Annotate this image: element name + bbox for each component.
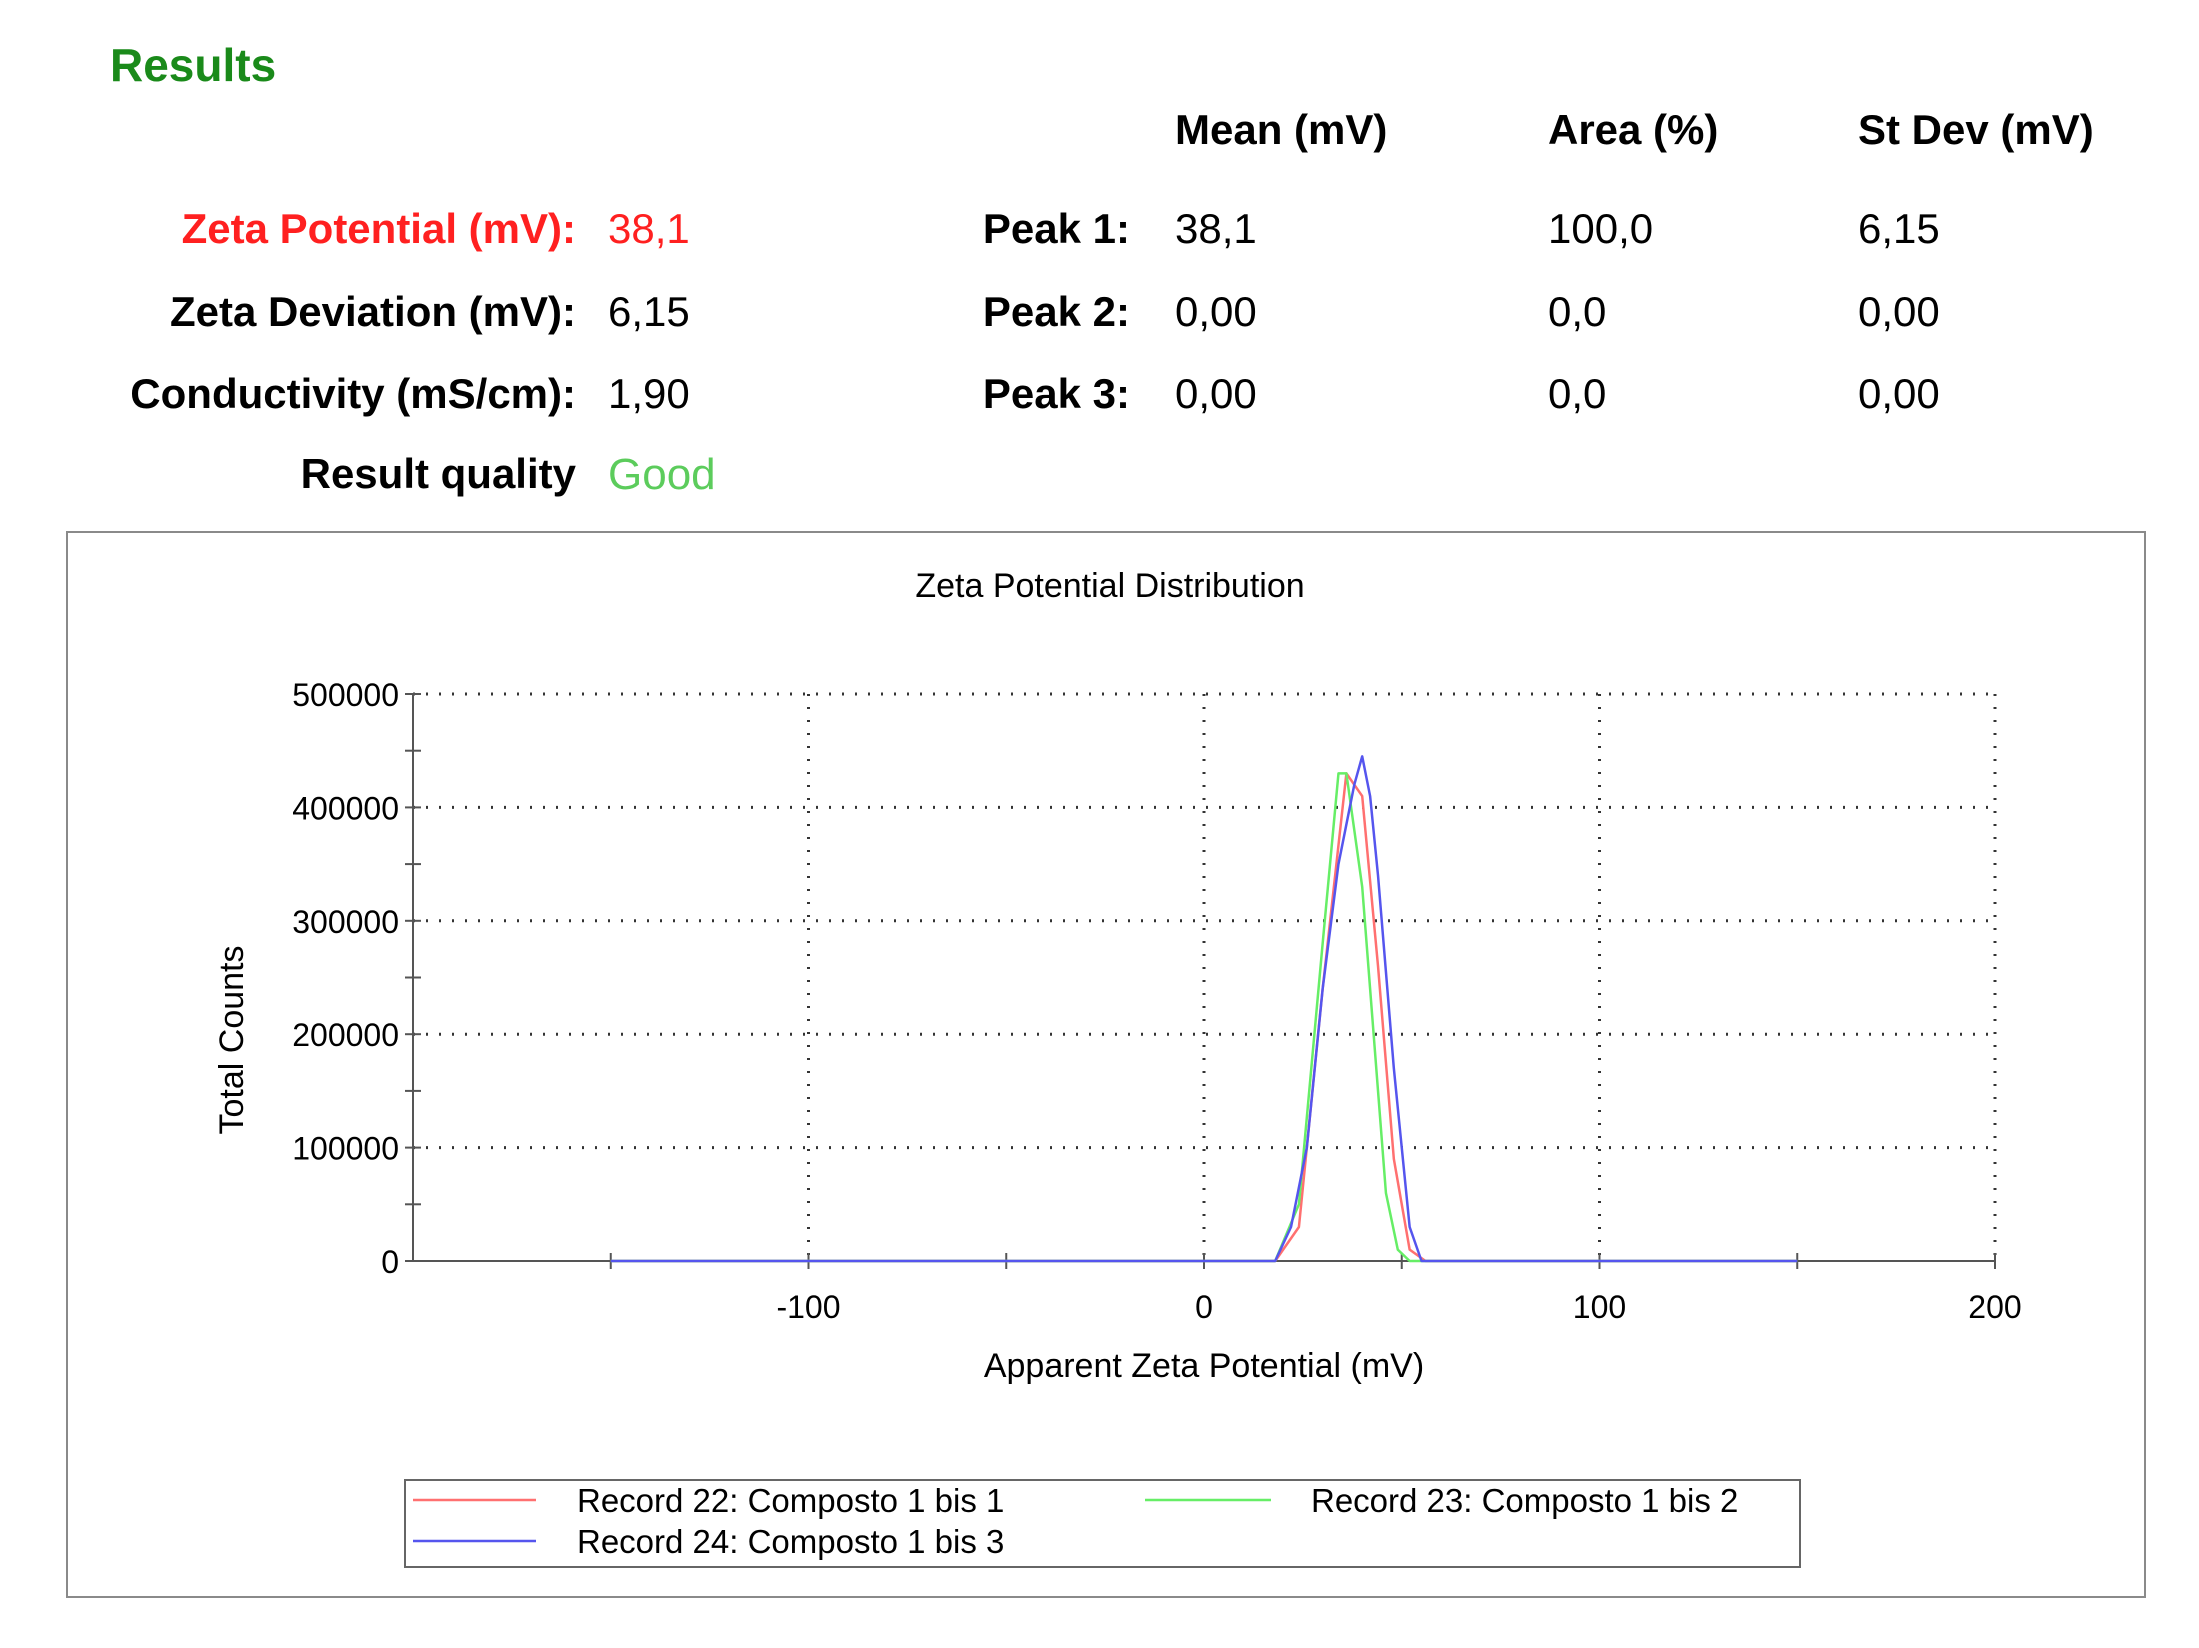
peak-1-mean: 38,1 <box>1175 205 1257 252</box>
legend-label: Record 23: Composto 1 bis 2 <box>1311 1482 1738 1519</box>
y-tick-label: 0 <box>381 1244 399 1280</box>
x-tick-label: 100 <box>1573 1289 1626 1325</box>
result-quality-label: Result quality <box>300 450 576 497</box>
zeta-deviation-value: 6,15 <box>608 288 690 335</box>
x-tick-label: 200 <box>1968 1289 2021 1325</box>
conductivity-label: Conductivity (mS/cm): <box>130 370 576 417</box>
peak-1-label: Peak 1: <box>982 205 1130 252</box>
zeta-potential-value: 38,1 <box>608 205 690 252</box>
peak-1-area: 100,0 <box>1548 205 1654 252</box>
series-line-3 <box>610 755 1798 1263</box>
y-tick-label: 300000 <box>292 904 399 940</box>
result-quality-value: Good <box>608 450 716 499</box>
x-tick-label: 0 <box>1195 1289 1213 1325</box>
mean-header: Mean (mV) <box>1175 106 1388 153</box>
chart-frame <box>66 531 2146 1598</box>
y-tick-label: 400000 <box>292 790 399 826</box>
peak-2-stdev: 0,00 <box>1858 288 1940 335</box>
results-title: Results <box>110 39 277 91</box>
x-axis-label: Apparent Zeta Potential (mV) <box>984 1347 1424 1385</box>
chart-title: Zeta Potential Distribution <box>915 567 1304 605</box>
legend-label: Record 24: Composto 1 bis 3 <box>577 1523 1004 1560</box>
peak-2-label: Peak 2: <box>982 288 1130 335</box>
series-line-2 <box>610 772 1798 1263</box>
y-tick-label: 200000 <box>292 1017 399 1053</box>
y-tick-label: 100000 <box>292 1131 399 1167</box>
stdev-header: St Dev (mV) <box>1858 106 2094 153</box>
peak-3-label: Peak 3: <box>982 370 1130 417</box>
series-line-1 <box>610 772 1798 1263</box>
x-tick-label: -100 <box>776 1289 840 1325</box>
peak-3-mean: 0,00 <box>1175 370 1257 417</box>
zeta-potential-label: Zeta Potential (mV): <box>181 205 576 252</box>
conductivity-value: 1,90 <box>608 370 690 417</box>
y-tick-label: 500000 <box>292 677 399 713</box>
peak-3-stdev: 0,00 <box>1858 370 1940 417</box>
legend-box <box>404 1479 1801 1568</box>
area-header: Area (%) <box>1548 106 1719 153</box>
peak-1-stdev: 6,15 <box>1858 205 1940 252</box>
peak-2-mean: 0,00 <box>1175 288 1257 335</box>
peak-2-area: 0,0 <box>1548 288 1607 335</box>
peak-3-area: 0,0 <box>1548 370 1607 417</box>
zeta-deviation-label: Zeta Deviation (mV): <box>169 288 576 335</box>
legend-label: Record 22: Composto 1 bis 1 <box>577 1482 1004 1519</box>
y-axis-label: Total Counts <box>213 946 251 1135</box>
